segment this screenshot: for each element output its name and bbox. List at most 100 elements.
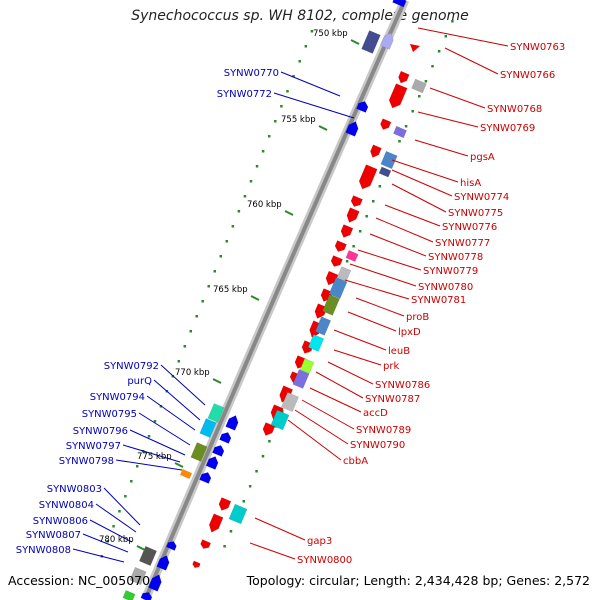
gene-shape bbox=[361, 30, 381, 54]
scale-dot bbox=[292, 75, 295, 78]
minus-gene-label: SYNW0804 bbox=[39, 500, 94, 511]
scale-dot bbox=[207, 285, 211, 288]
outer-dot bbox=[365, 215, 368, 218]
minus-leader bbox=[122, 444, 181, 463]
feature-box bbox=[380, 150, 398, 170]
scale-label: 765 kbp bbox=[213, 285, 248, 295]
plus-gene bbox=[334, 240, 347, 252]
scale-dot bbox=[237, 210, 241, 213]
scale-dot bbox=[183, 345, 187, 348]
minus-gene bbox=[225, 415, 239, 431]
outer-dot bbox=[404, 125, 408, 128]
plus-gene-label: pgsA bbox=[470, 152, 495, 163]
feature-box bbox=[314, 316, 332, 336]
plus-gene-label: SYNW0789 bbox=[356, 425, 411, 436]
outer-dot bbox=[345, 260, 349, 263]
gene-shape bbox=[200, 539, 212, 549]
gene-shape bbox=[208, 513, 224, 533]
plus-leader bbox=[417, 27, 509, 47]
gene-shape bbox=[346, 207, 360, 223]
gene-shape bbox=[328, 277, 348, 299]
outer-dot bbox=[229, 530, 233, 533]
plus-gene-label: SYNW0766 bbox=[500, 70, 555, 81]
gene-shape bbox=[345, 250, 359, 262]
plus-leader bbox=[254, 517, 306, 541]
gene-shape bbox=[205, 456, 219, 470]
feature-box bbox=[411, 78, 427, 94]
plus-gene bbox=[218, 497, 232, 511]
plus-gene-label: SYNW0775 bbox=[448, 208, 503, 219]
minus-gene bbox=[219, 432, 232, 444]
outer-dot bbox=[358, 230, 362, 233]
gene-shape bbox=[350, 195, 363, 207]
gene-shape bbox=[199, 418, 217, 438]
minus-leader bbox=[146, 395, 196, 431]
gene-shape bbox=[345, 121, 359, 137]
gene-shape bbox=[165, 541, 177, 551]
plus-gene-label: SYNW0774 bbox=[454, 192, 509, 203]
gene-shape bbox=[199, 472, 212, 484]
outer-dot bbox=[398, 140, 401, 143]
feature-box bbox=[228, 503, 248, 525]
scale-dot bbox=[201, 300, 204, 303]
plus-gene-label: SYNW0777 bbox=[435, 238, 490, 249]
feature-box bbox=[378, 166, 392, 178]
plus-gene-label: SYNW0769 bbox=[480, 123, 535, 134]
gene-shape bbox=[192, 560, 201, 569]
scale-dot bbox=[261, 150, 265, 153]
plus-gene bbox=[410, 44, 420, 52]
outer-dot bbox=[424, 80, 428, 83]
minus-gene bbox=[379, 32, 394, 50]
scale-dot bbox=[304, 45, 308, 48]
plus-leader bbox=[333, 349, 382, 366]
feature-box bbox=[281, 391, 299, 413]
scale-dot bbox=[130, 480, 133, 483]
minus-gene bbox=[140, 592, 153, 600]
plus-leader bbox=[294, 409, 349, 445]
minus-gene-label: purQ bbox=[127, 376, 152, 387]
outer-dot bbox=[281, 410, 284, 413]
gene-shape bbox=[380, 150, 398, 170]
gene-shape bbox=[292, 369, 310, 389]
gene-shape bbox=[299, 358, 315, 374]
feature-box bbox=[207, 403, 225, 423]
plus-gene-label: accD bbox=[363, 408, 388, 419]
gene-shape bbox=[307, 334, 325, 352]
plus-gene-label: SYNW0781 bbox=[411, 295, 466, 306]
label-leaders bbox=[72, 27, 509, 563]
minus-gene bbox=[165, 541, 177, 551]
plus-gene bbox=[398, 70, 410, 84]
plus-leader bbox=[349, 263, 417, 287]
scale-label: 770 kbp bbox=[175, 368, 210, 378]
minus-gene-label: SYNW0772 bbox=[217, 89, 272, 100]
feature-box bbox=[328, 277, 348, 299]
minus-leader bbox=[153, 379, 201, 421]
feature-box bbox=[307, 334, 325, 352]
outer-dot bbox=[261, 455, 265, 458]
plus-leader bbox=[384, 204, 441, 227]
outer-dot bbox=[444, 35, 448, 38]
plus-gene bbox=[380, 118, 392, 130]
gene-shape bbox=[370, 144, 382, 158]
plus-leader bbox=[327, 361, 374, 385]
backbone-line bbox=[143, 0, 407, 600]
minus-leader bbox=[138, 412, 191, 446]
outer-dot bbox=[451, 20, 454, 23]
plus-leader bbox=[333, 329, 387, 351]
feature-box bbox=[129, 566, 147, 586]
gene-shape bbox=[219, 432, 232, 444]
scale-dot bbox=[280, 105, 283, 108]
plus-leader bbox=[355, 297, 405, 317]
minus-leader bbox=[103, 487, 141, 526]
scale-dot bbox=[112, 525, 115, 528]
scale-label: 760 kbp bbox=[247, 200, 282, 210]
plus-gene bbox=[358, 164, 378, 190]
plus-gene-label: SYNW0763 bbox=[510, 42, 565, 53]
scale-tick bbox=[250, 295, 260, 301]
outer-dot bbox=[418, 95, 421, 98]
gene-shape bbox=[281, 391, 299, 413]
plus-gene-label: SYNW0787 bbox=[365, 394, 420, 405]
gene-shape bbox=[225, 415, 239, 431]
gene-shape bbox=[228, 503, 248, 525]
minus-gene-label: SYNW0806 bbox=[33, 516, 88, 527]
